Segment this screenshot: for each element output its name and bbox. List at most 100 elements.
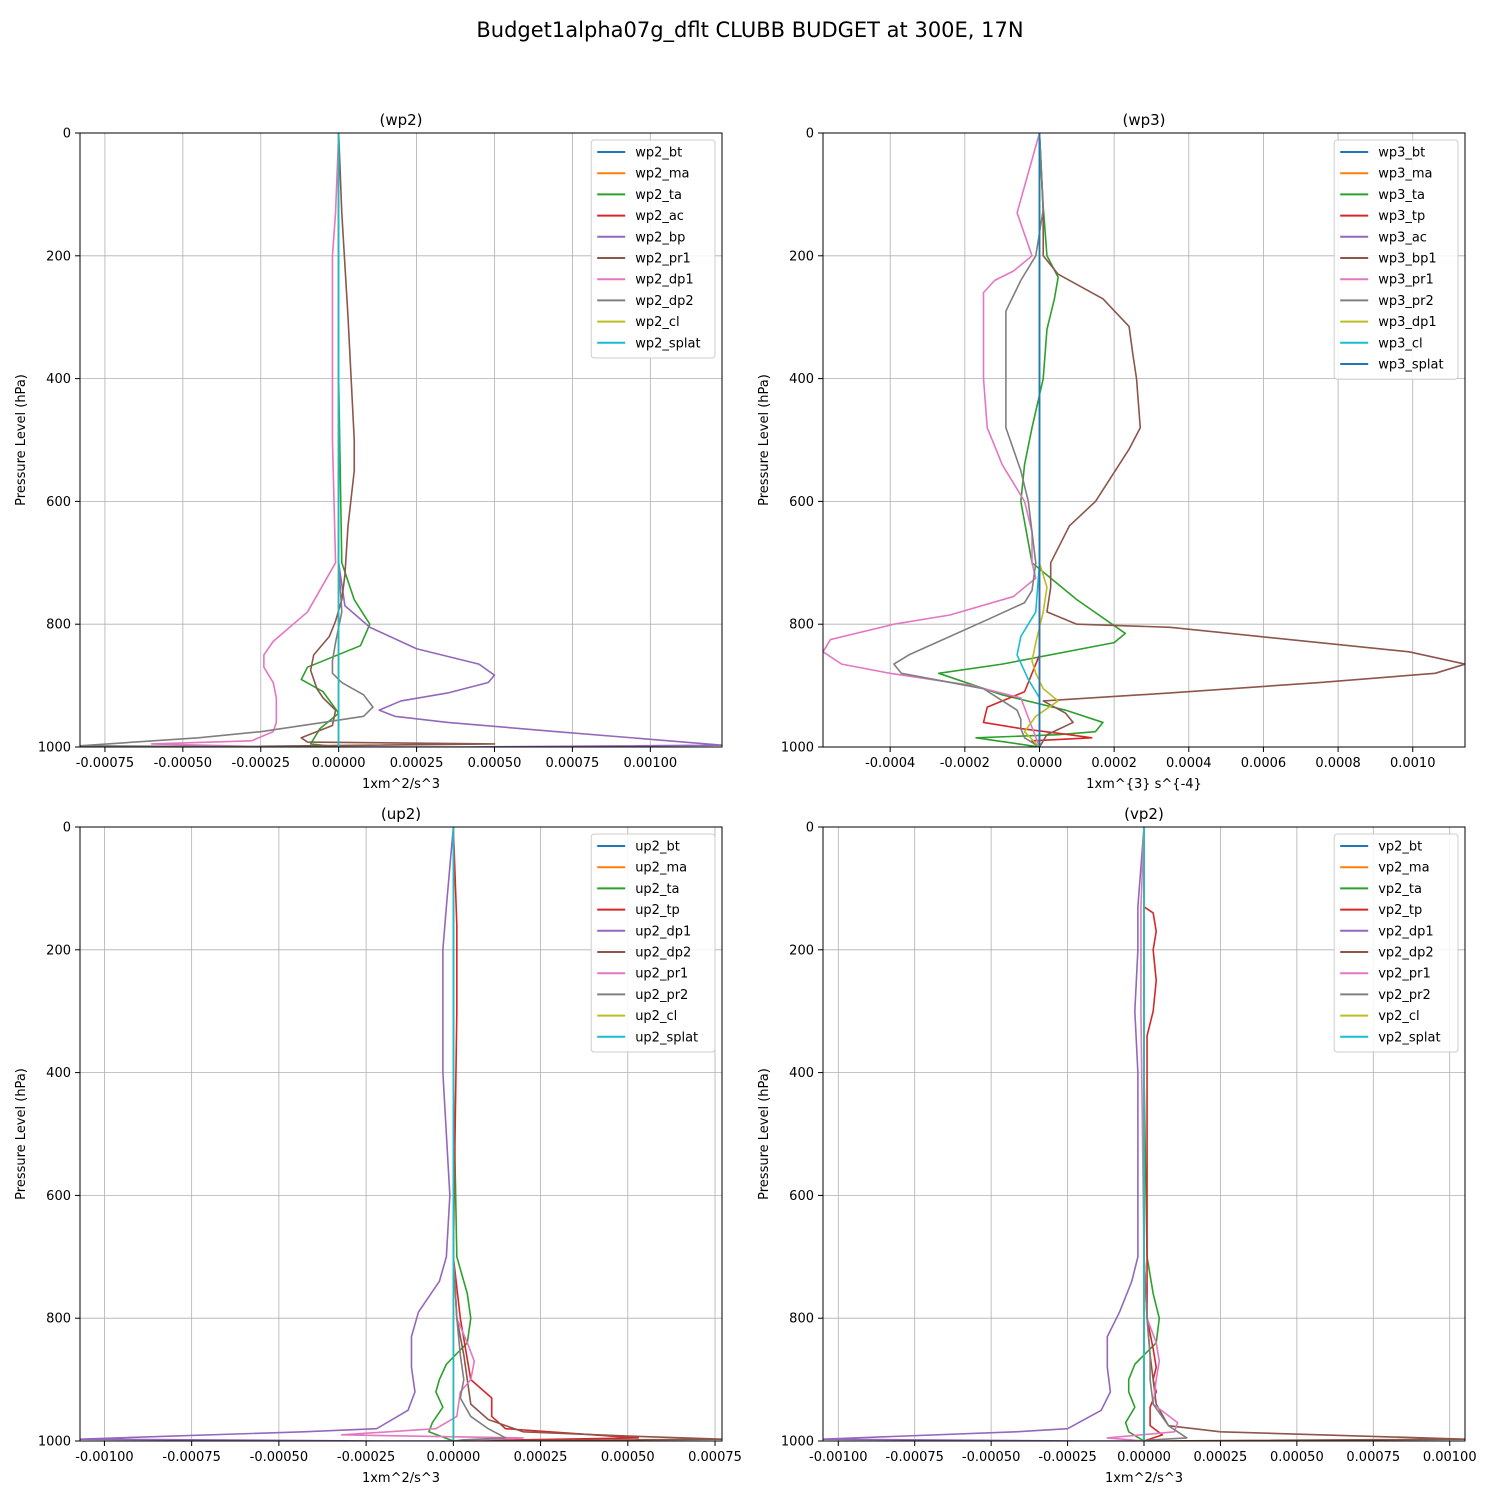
- chart-1-legend-label: wp2_ta: [635, 188, 682, 203]
- chart-4-ytick-label: 0: [806, 821, 814, 836]
- chart-3: -0.00100 -0.00075 -0.00050 -0.00025 0.00000 0…: [14, 805, 742, 1486]
- chart-4-xtick-label: -0.00025: [1038, 1450, 1096, 1465]
- chart-2-series-wp3_bp1: [1038, 133, 1465, 747]
- chart-2-legend-label: wp3_tp: [1378, 209, 1425, 224]
- chart-2-xtick-label: 0.0004: [1166, 756, 1212, 771]
- chart-1-xtick-label: -0.00050: [154, 756, 212, 771]
- chart-3-legend-label: up2_dp2: [635, 946, 691, 961]
- chart-1-legend-label: wp2_dp2: [635, 294, 693, 309]
- chart-1-xtick-label: 0.00075: [546, 756, 600, 771]
- panels: -0.00075 -0.00050 -0.00025 0.00000 0.00025 0.…: [14, 111, 1477, 1486]
- chart-1-series-wp2_dp1: [150, 133, 340, 747]
- chart-4-xtick-label: 0.00025: [1194, 1450, 1248, 1465]
- chart-1-legend-label: wp2_dp1: [635, 273, 693, 288]
- chart-2-legend-label: wp3_ma: [1378, 167, 1432, 182]
- chart-1-ytick-label: 1000: [38, 741, 71, 756]
- chart-4-ytick-label: 400: [789, 1066, 814, 1081]
- chart-1-legend-label: wp2_pr1: [635, 252, 691, 267]
- chart-2-legend-label: wp3_pr2: [1378, 294, 1434, 309]
- chart-4-legend-label: vp2_ta: [1378, 882, 1422, 897]
- chart-3-xlabel: 1xm^2/s^3: [362, 1471, 440, 1486]
- chart-2-legend-label: wp3_bp1: [1378, 252, 1436, 267]
- chart-3-axes-frame: [79, 826, 723, 1442]
- chart-4-series-vp2_tp: [1143, 906, 1164, 1441]
- chart-1-xtick-label: 0.00025: [390, 756, 444, 771]
- chart-1-series-wp2_pr1: [182, 133, 496, 747]
- chart-2-series-wp3_pr1: [823, 133, 1041, 747]
- chart-2-ytick-label: 200: [789, 249, 814, 264]
- chart-1-xlabel: 1xm^2/s^3: [362, 777, 440, 792]
- chart-3-ytick-label: 0: [63, 821, 71, 836]
- chart-3-legend-label: up2_pr2: [635, 988, 688, 1003]
- chart-1-xtick-label: -0.00075: [76, 756, 134, 771]
- chart-2-xlabel: 1xm^{3} s^{-4}: [1086, 777, 1202, 792]
- chart-2-legend-label: wp3_pr1: [1378, 273, 1434, 288]
- chart-2-xtick-label: 0.0000: [1017, 756, 1063, 771]
- chart-2-xtick-label: 0.0002: [1091, 756, 1137, 771]
- chart-4-series-group: [823, 827, 1465, 1441]
- chart-3-legend-label: up2_pr1: [635, 967, 688, 982]
- chart-2: -0.0004 -0.0002 0.0000 0.0002 0.0004 0.0006 0.…: [757, 111, 1466, 792]
- chart-1-xtick-label: 0.00100: [623, 756, 677, 771]
- chart-2-legend-box: [1333, 139, 1459, 380]
- chart-1-ytick-label: 400: [46, 372, 71, 387]
- chart-3-xtick-label: -0.00050: [250, 1450, 308, 1465]
- chart-4-xtick-label: -0.00050: [962, 1450, 1020, 1465]
- chart-4-series-vp2_dp1: [823, 827, 1145, 1441]
- chart-4-xtick-label: -0.00100: [809, 1450, 867, 1465]
- chart-1-legend-label: wp2_bp: [635, 230, 685, 245]
- chart-4-ytick-label: 600: [789, 1189, 814, 1204]
- chart-3-ytick-label: 200: [46, 943, 71, 958]
- chart-3-xtick-label: -0.00075: [162, 1450, 220, 1465]
- chart-1-ytick-label: 600: [46, 495, 71, 510]
- chart-4-ytick-label: 800: [789, 1312, 814, 1327]
- chart-3-series-group: [80, 827, 722, 1441]
- chart-1-legend-label: wp2_splat: [635, 336, 700, 351]
- chart-2-xtick-label: -0.0004: [865, 756, 915, 771]
- chart-2-legend-label: wp3_cl: [1378, 336, 1422, 351]
- chart-4-legend-label: vp2_pr2: [1378, 988, 1431, 1003]
- chart-4-legend-label: vp2_pr1: [1378, 967, 1431, 982]
- chart-2-legend-label: wp3_splat: [1378, 358, 1443, 373]
- chart-3-legend-label: up2_ma: [635, 861, 687, 876]
- chart-4-legend-label: vp2_dp1: [1378, 924, 1434, 939]
- chart-2-ytick-label: 800: [789, 618, 814, 633]
- chart-4-xtick-label: 0.00100: [1423, 1450, 1477, 1465]
- chart-1-ytick-label: 0: [63, 127, 71, 142]
- chart-3-legend-label: up2_splat: [635, 1030, 698, 1045]
- chart-2-xtick-label: 0.0008: [1315, 756, 1361, 771]
- chart-1-xtick-label: -0.00025: [232, 756, 290, 771]
- chart-2-axes-frame: [822, 132, 1466, 748]
- chart-2-legend: wp3_bt wp3_ma wp3_ta wp3_tp wp3_ac wp3_bp1 wp3…: [1333, 139, 1459, 380]
- chart-4-xtick-label: 0.00000: [1117, 1450, 1171, 1465]
- chart-1-ytick-label: 800: [46, 618, 71, 633]
- chart-4-legend-label: vp2_dp2: [1378, 946, 1434, 961]
- chart-2-xtick-label: -0.0002: [940, 756, 990, 771]
- chart-2-xtick-label: 0.0006: [1241, 756, 1287, 771]
- chart-1-xtick-label: 0.00050: [468, 756, 522, 771]
- chart-3-xtick-label: 0.00050: [601, 1450, 655, 1465]
- chart-1-legend-label: wp2_bt: [635, 146, 682, 161]
- chart-1-legend-label: wp2_ac: [635, 209, 684, 224]
- chart-1-ylabel: Pressure Level (hPa): [14, 374, 29, 506]
- chart-4-ytick-label: 200: [789, 943, 814, 958]
- chart-2-ytick-label: 1000: [781, 741, 814, 756]
- chart-3-xtick-label: -0.00100: [75, 1450, 133, 1465]
- chart-2-title: (wp3): [1122, 111, 1165, 129]
- chart-3-legend-label: up2_cl: [635, 1009, 677, 1024]
- chart-4-legend-label: vp2_tp: [1378, 903, 1422, 918]
- chart-4-legend-label: vp2_cl: [1378, 1009, 1419, 1024]
- chart-4-title: (vp2): [1124, 805, 1164, 823]
- chart-2-ytick-label: 400: [789, 372, 814, 387]
- chart-3-title: (up2): [381, 805, 421, 823]
- chart-4-xlabel: 1xm^2/s^3: [1105, 1471, 1183, 1486]
- chart-1-ytick-label: 200: [46, 249, 71, 264]
- chart-3-ytick-label: 600: [46, 1189, 71, 1204]
- chart-4-legend-label: vp2_splat: [1378, 1030, 1440, 1045]
- chart-4-legend-label: vp2_ma: [1378, 861, 1429, 876]
- chart-3-legend-label: up2_dp1: [635, 924, 691, 939]
- chart-2-xtick-label: 0.0010: [1390, 756, 1436, 771]
- chart-3-ytick-label: 800: [46, 1312, 71, 1327]
- chart-3-xtick-label: -0.00025: [337, 1450, 395, 1465]
